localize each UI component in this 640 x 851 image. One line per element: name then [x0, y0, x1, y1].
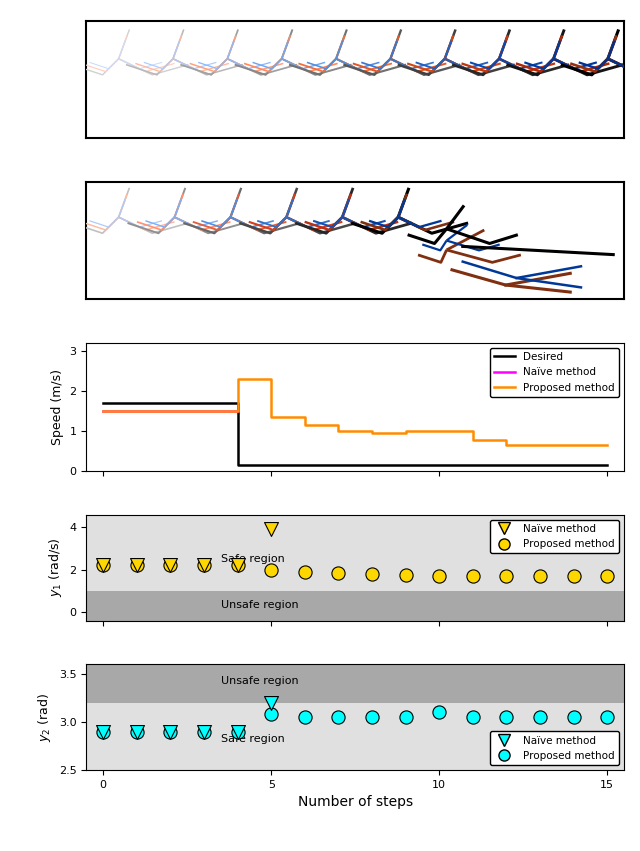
Naïve method: [132, 558, 142, 572]
Bar: [86, 665, 624, 703]
Proposed method: [469, 435, 477, 445]
Naïve method: [199, 558, 209, 572]
Naïve method: [132, 725, 142, 739]
Proposed method: [469, 426, 477, 436]
Y-axis label: $y_1$ (rad/s): $y_1$ (rad/s): [47, 538, 64, 597]
Proposed method: [165, 558, 175, 572]
Proposed method: [536, 440, 544, 450]
Proposed method: [502, 440, 510, 450]
Proposed method: [132, 725, 142, 739]
Naïve method: [266, 523, 276, 536]
Proposed method: [268, 374, 275, 384]
Y-axis label: Speed (m/s): Speed (m/s): [51, 368, 64, 445]
Proposed method: [199, 725, 209, 739]
Point: [333, 566, 344, 580]
Point: [266, 707, 276, 721]
Point: [367, 567, 377, 580]
Proposed method: [165, 725, 175, 739]
Point: [401, 568, 411, 582]
Point: [535, 711, 545, 724]
Proposed method: [435, 426, 443, 436]
Point: [300, 711, 310, 724]
Proposed method: [301, 420, 308, 430]
Point: [568, 711, 579, 724]
Naïve method: [266, 696, 276, 710]
Point: [300, 565, 310, 579]
Point: [468, 568, 478, 582]
Point: [333, 711, 344, 724]
Point: [501, 568, 511, 582]
Point: [501, 711, 511, 724]
Legend: Desired, Naïve method, Proposed method: Desired, Naïve method, Proposed method: [490, 348, 619, 397]
Point: [568, 568, 579, 582]
Text: Safe region: Safe region: [221, 554, 285, 564]
Proposed method: [570, 440, 577, 450]
Proposed method: [335, 426, 342, 436]
Bar: [86, 591, 624, 620]
Desired: [99, 397, 107, 408]
Desired: [604, 460, 611, 470]
Point: [401, 711, 411, 724]
Point: [434, 705, 444, 719]
X-axis label: Number of steps: Number of steps: [298, 796, 413, 809]
Text: Unsafe region: Unsafe region: [221, 600, 298, 609]
Naïve method: [166, 406, 174, 416]
Proposed method: [570, 440, 577, 450]
Naïve method: [199, 725, 209, 739]
Proposed method: [301, 412, 308, 422]
Text: Unsafe region: Unsafe region: [221, 676, 298, 686]
Point: [367, 711, 377, 724]
Desired: [234, 460, 241, 470]
Naïve method: [234, 406, 241, 416]
Naïve method: [98, 558, 108, 572]
Proposed method: [268, 412, 275, 422]
Proposed method: [234, 374, 241, 384]
Point: [266, 563, 276, 576]
Proposed method: [232, 558, 243, 572]
Proposed method: [199, 558, 209, 572]
Point: [602, 711, 612, 724]
Proposed method: [99, 406, 107, 416]
Naïve method: [232, 725, 243, 739]
Point: [602, 568, 612, 582]
Legend: Naïve method, Proposed method: Naïve method, Proposed method: [490, 520, 619, 553]
Desired: [234, 397, 241, 408]
Y-axis label: $y_2$ (rad): $y_2$ (rad): [36, 693, 53, 742]
Naïve method: [133, 406, 141, 416]
Naïve method: [232, 558, 243, 572]
Proposed method: [502, 435, 510, 445]
Proposed method: [232, 725, 243, 739]
Point: [535, 568, 545, 582]
Proposed method: [335, 420, 342, 430]
Proposed method: [604, 440, 611, 450]
Proposed method: [435, 426, 443, 436]
Proposed method: [132, 558, 142, 572]
Point: [434, 568, 444, 582]
Proposed method: [368, 426, 376, 436]
Text: Safe region: Safe region: [221, 734, 285, 745]
Proposed method: [536, 440, 544, 450]
Proposed method: [402, 428, 410, 438]
Proposed method: [402, 426, 410, 436]
Naïve method: [99, 406, 107, 416]
Proposed method: [368, 428, 376, 438]
Naïve method: [98, 725, 108, 739]
Proposed method: [98, 725, 108, 739]
Proposed method: [234, 406, 241, 416]
Naïve method: [200, 406, 208, 416]
Line: Desired: Desired: [103, 403, 607, 465]
Line: Proposed method: Proposed method: [103, 379, 607, 445]
Proposed method: [98, 558, 108, 572]
Naïve method: [165, 558, 175, 572]
Legend: Naïve method, Proposed method: Naïve method, Proposed method: [490, 731, 619, 765]
Point: [468, 711, 478, 724]
Naïve method: [165, 725, 175, 739]
